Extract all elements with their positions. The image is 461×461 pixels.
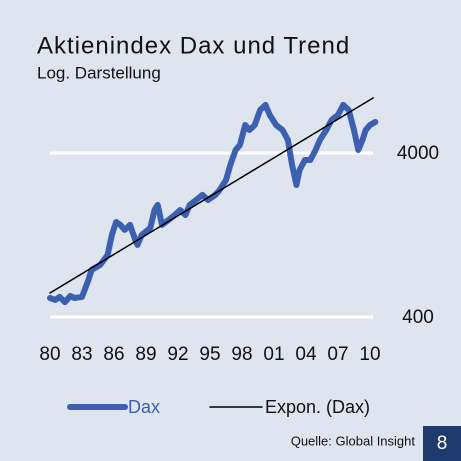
source: Quelle: Global Insight <box>291 433 416 448</box>
x-tick-label: 98 <box>231 344 252 365</box>
x-tick-label: 80 <box>39 344 60 365</box>
y-tick-label: 4000 <box>397 143 439 164</box>
x-tick-label: 95 <box>199 344 220 365</box>
x-tick-label: 07 <box>327 344 348 365</box>
x-tick-label: 04 <box>295 344 317 365</box>
page-number: 8 <box>437 433 448 454</box>
legend-label: Expon. (Dax) <box>265 397 370 417</box>
x-tick-label: 89 <box>135 344 156 365</box>
x-tick-label: 01 <box>263 344 284 365</box>
x-tick-label: 83 <box>71 344 92 365</box>
x-tick-label: 92 <box>167 344 188 365</box>
legend-label: Dax <box>128 397 160 417</box>
chart-subtitle: Log. Darstellung <box>37 63 161 82</box>
x-tick-label: 86 <box>103 344 124 365</box>
x-tick-label: 10 <box>359 344 380 365</box>
trend-line <box>49 97 374 294</box>
y-tick-label: 400 <box>402 307 434 328</box>
chart-title: Aktienindex Dax und Trend <box>37 32 350 59</box>
page-number-box <box>423 426 461 461</box>
